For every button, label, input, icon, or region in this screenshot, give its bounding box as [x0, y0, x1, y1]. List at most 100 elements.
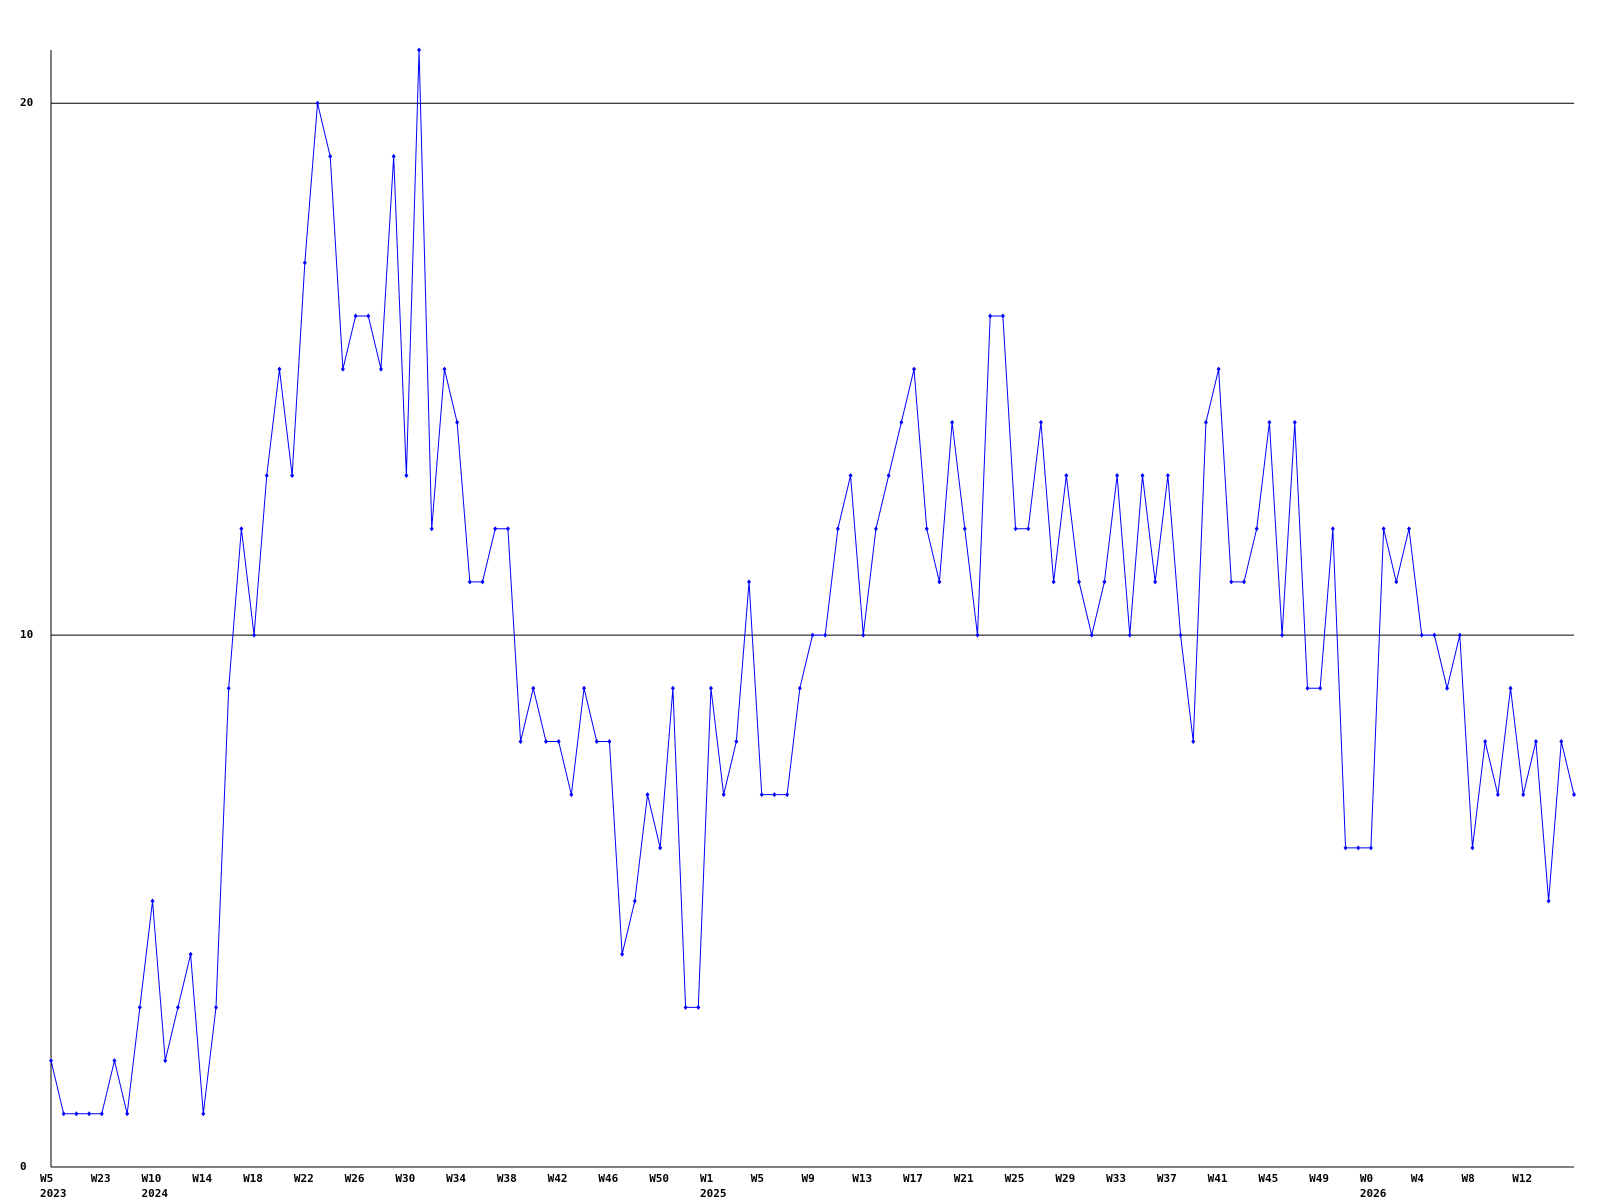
point-marker: [620, 951, 625, 957]
point-marker: [137, 1004, 142, 1010]
point-marker: [1508, 685, 1513, 691]
point-marker: [188, 951, 193, 957]
point-marker: [1026, 526, 1031, 532]
point-marker: [378, 366, 383, 372]
point-marker: [1318, 685, 1323, 691]
point-marker: [277, 366, 282, 372]
x-tick-label: W21: [954, 1172, 974, 1185]
point-marker: [1368, 845, 1373, 851]
point-marker: [1343, 845, 1348, 851]
point-marker: [924, 526, 929, 532]
point-marker: [708, 685, 713, 691]
point-marker: [455, 419, 460, 425]
point-marker: [429, 526, 434, 532]
point-marker: [645, 792, 650, 798]
point-marker: [848, 473, 853, 479]
point-marker: [49, 1058, 53, 1064]
point-marker: [734, 738, 739, 744]
x-tick-label: W8: [1461, 1172, 1474, 1185]
x-tick-label: W33: [1106, 1172, 1126, 1185]
x-tick-label: W30: [395, 1172, 415, 1185]
point-marker: [353, 313, 358, 319]
point-marker: [340, 366, 345, 372]
point-marker: [797, 685, 802, 691]
point-marker: [442, 366, 447, 372]
point-marker: [1191, 738, 1196, 744]
x-tick-label: W12: [1512, 1172, 1532, 1185]
point-marker: [569, 792, 574, 798]
point-marker: [175, 1004, 180, 1010]
point-marker: [493, 526, 498, 532]
point-marker: [163, 1058, 168, 1064]
x-year-label: 2024: [142, 1187, 169, 1200]
point-marker: [1000, 313, 1005, 319]
point-marker: [61, 1111, 66, 1117]
point-marker: [988, 313, 993, 319]
x-tick-label: W17: [903, 1172, 923, 1185]
point-marker: [1102, 579, 1107, 585]
x-tick-label: W14: [192, 1172, 212, 1185]
y-tick-label: 20: [20, 96, 33, 109]
point-marker: [87, 1111, 92, 1117]
x-tick-label: W29: [1055, 1172, 1075, 1185]
point-marker: [391, 153, 396, 159]
point-marker: [1381, 526, 1386, 532]
x-tick-label: W0: [1360, 1172, 1373, 1185]
point-marker: [1140, 473, 1145, 479]
x-tick-label: W10: [142, 1172, 162, 1185]
point-marker: [1153, 579, 1158, 585]
point-marker: [721, 792, 726, 798]
point-marker: [785, 792, 790, 798]
x-year-label: 2023: [40, 1187, 67, 1200]
point-marker: [1445, 685, 1450, 691]
x-year-label: 2026: [1360, 1187, 1387, 1200]
y-tick-label: 0: [20, 1160, 27, 1173]
point-marker: [74, 1111, 79, 1117]
point-marker: [937, 579, 942, 585]
x-year-label: 2025: [700, 1187, 727, 1200]
point-marker: [1242, 579, 1247, 585]
point-marker: [112, 1058, 117, 1064]
x-tick-label: W41: [1208, 1172, 1228, 1185]
point-marker: [1077, 579, 1082, 585]
x-tick-label: W18: [243, 1172, 263, 1185]
point-marker: [150, 898, 155, 904]
point-marker: [632, 898, 637, 904]
point-marker: [556, 738, 561, 744]
point-marker: [1178, 632, 1183, 638]
point-marker: [1165, 473, 1170, 479]
point-marker: [607, 738, 612, 744]
point-marker: [1254, 526, 1259, 532]
point-marker: [1089, 632, 1094, 638]
point-marker: [759, 792, 764, 798]
point-marker: [1419, 632, 1424, 638]
point-marker: [1470, 845, 1475, 851]
point-marker: [912, 366, 917, 372]
point-marker: [962, 526, 967, 532]
x-tick-label: W4: [1411, 1172, 1425, 1185]
point-marker: [328, 153, 333, 159]
point-marker: [1533, 738, 1538, 744]
x-tick-label: W22: [294, 1172, 314, 1185]
point-marker: [404, 473, 409, 479]
point-marker: [899, 419, 904, 425]
point-marker: [1115, 473, 1120, 479]
x-tick-label: W46: [598, 1172, 618, 1185]
point-marker: [975, 632, 980, 638]
x-tick-label: W50: [649, 1172, 669, 1185]
point-marker: [873, 526, 878, 532]
x-tick-label: W5: [40, 1172, 53, 1185]
point-marker: [315, 100, 320, 106]
point-marker: [683, 1004, 688, 1010]
point-marker: [1483, 738, 1488, 744]
point-marker: [1038, 419, 1043, 425]
point-marker: [582, 685, 587, 691]
point-marker: [467, 579, 472, 585]
point-marker: [417, 47, 422, 53]
x-tick-label: W49: [1309, 1172, 1329, 1185]
point-marker: [1559, 738, 1564, 744]
point-marker: [531, 685, 536, 691]
point-marker: [810, 632, 815, 638]
point-marker: [1203, 419, 1208, 425]
point-marker: [213, 1004, 218, 1010]
